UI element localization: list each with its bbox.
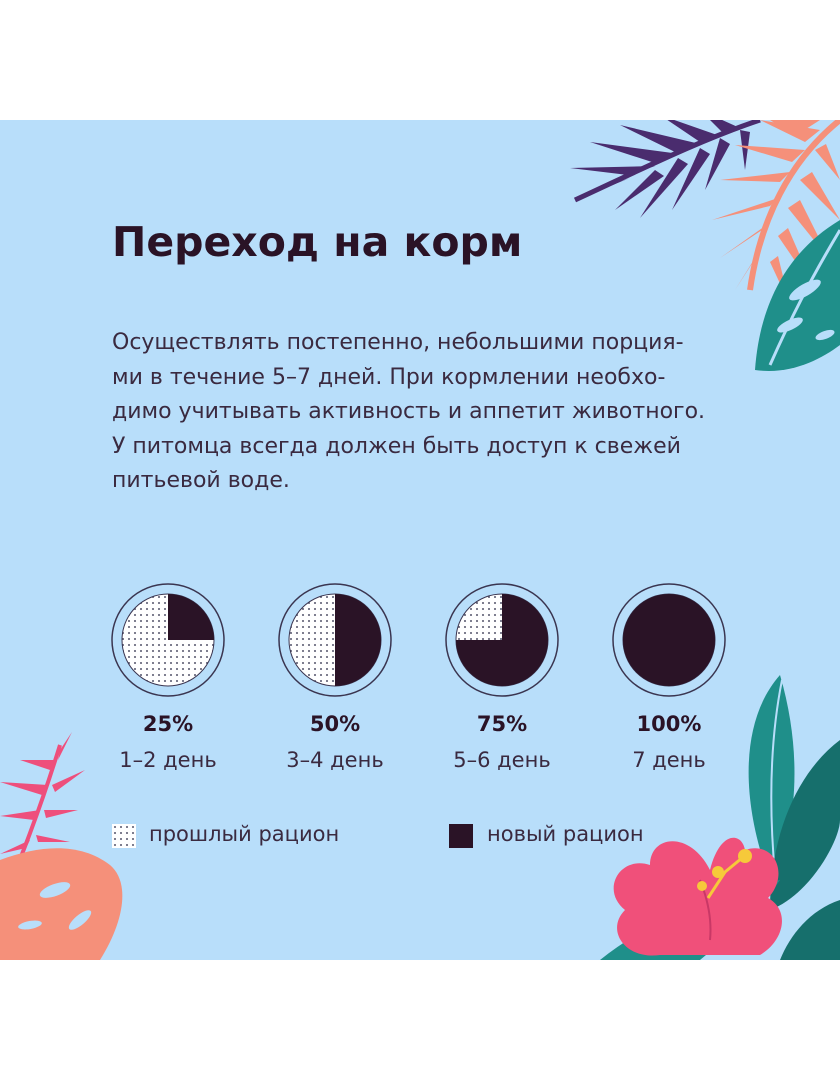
chart-ring [612,583,726,697]
stage-days-3: 5–6 день [453,748,551,772]
ration-charts [111,583,726,697]
monstera-leaf-salmon-icon [0,848,123,960]
paragraph-line: ми в течение 5–7 дней. При кормлении нео… [112,364,666,390]
tropical-decoration [0,120,840,960]
pie-slice-new [335,594,381,686]
pie-slice-new [456,594,548,686]
paragraph-line: Осуществлять постепенно, небольшими порц… [112,330,684,355]
stage-percent-3: 75% [476,712,528,736]
monstera-leaf-teal-icon [755,220,840,371]
stage-percent-1: 25% [142,712,194,736]
paragraph-line: У питомца всегда должен быть доступ к св… [112,433,681,459]
stage-percent-2: 50% [309,712,361,736]
instructions-paragraph: Осуществлять постепенно, небольшими порц… [112,326,732,499]
legend-new-label: новый рацион [487,822,644,846]
stage-days-4: 7 день [632,748,706,772]
legend-old-label: прошлый рацион [149,822,340,846]
new-ration-swatch-icon [449,824,473,848]
stage-percent-4: 100% [636,712,702,736]
card-panel: Переход на корм Осуществлять постепенно,… [0,120,840,960]
chart-ring [111,583,225,697]
page-title: Переход на корм [112,218,523,266]
paragraph-line: димо учитывать активность и аппетит живо… [112,399,706,424]
old-ration-swatch-icon [112,824,136,848]
paragraph-line: питьевой воде. [112,468,290,493]
chart-ring [278,583,392,697]
stage-days-1: 1–2 день [119,748,217,772]
hibiscus-flower-icon [613,837,782,956]
stage-days-2: 3–4 день [286,748,384,772]
chart-ring [445,583,559,697]
pie-slice-new [623,594,715,686]
pie-slice-new [168,594,214,640]
palm-leaf-purple-icon [570,120,761,218]
